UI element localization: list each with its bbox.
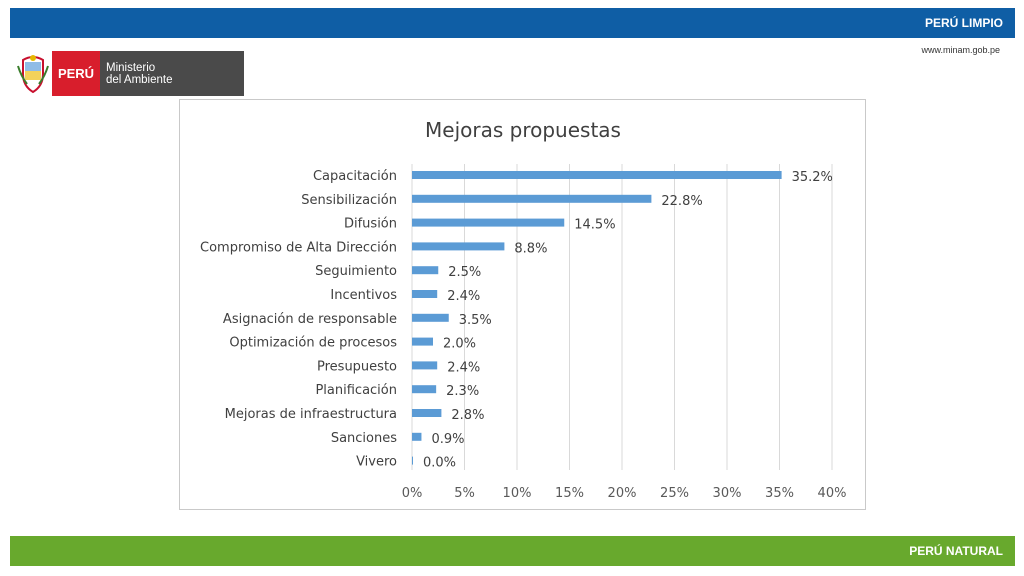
- category-label: Vivero: [356, 455, 397, 470]
- x-tick-label: 15%: [555, 486, 584, 501]
- data-label: 2.3%: [446, 384, 479, 399]
- chart-container: Mejoras propuestas Capacitación Sensibili…: [179, 99, 866, 510]
- category-label: Mejoras de infraestructura: [225, 407, 397, 422]
- data-label: 35.2%: [792, 170, 833, 185]
- gridlines: [411, 164, 833, 470]
- x-tick-label: 10%: [503, 486, 532, 501]
- x-tick-label: 40%: [818, 486, 847, 501]
- data-label: 22.8%: [661, 194, 702, 209]
- bar: [412, 242, 505, 251]
- bar: [412, 194, 652, 203]
- category-labels: Capacitación Sensibilización Difusión Compr…: [200, 169, 397, 470]
- bottom-banner-title: PERÚ NATURAL: [909, 544, 1003, 558]
- ministry-logo: PERÚ Ministerio del Ambiente: [14, 51, 244, 96]
- bar: [412, 456, 413, 465]
- bar: [412, 361, 438, 370]
- category-label: Incentivos: [330, 288, 397, 303]
- bar: [412, 266, 439, 275]
- bars: [412, 171, 782, 465]
- x-tick-label: 35%: [765, 486, 794, 501]
- data-label: 14.5%: [574, 218, 615, 233]
- bottom-banner: PERÚ NATURAL: [10, 536, 1015, 566]
- ministry-name: Ministerio del Ambiente: [100, 51, 244, 96]
- category-label: Sensibilización: [301, 193, 397, 208]
- x-tick-label: 25%: [660, 486, 689, 501]
- x-tick-label: 20%: [608, 486, 637, 501]
- ministry-line-1: Ministerio: [106, 61, 156, 74]
- data-label: 2.4%: [447, 289, 480, 304]
- data-label: 2.0%: [443, 337, 476, 352]
- x-tick-label: 5%: [454, 486, 475, 501]
- category-label: Planificación: [315, 383, 397, 398]
- coat-of-arms-icon: [14, 51, 52, 96]
- category-label: Capacitación: [313, 169, 397, 184]
- x-tick-label: 30%: [713, 486, 742, 501]
- x-tick-labels: 0% 5% 10% 15% 20% 25% 30% 35% 40%: [402, 486, 847, 501]
- x-tick-label: 0%: [402, 486, 423, 501]
- data-label: 3.5%: [459, 313, 492, 328]
- chart-title: Mejoras propuestas: [425, 118, 621, 142]
- category-label: Compromiso de Alta Dirección: [200, 240, 397, 255]
- category-label: Presupuesto: [317, 359, 397, 374]
- bar: [412, 218, 565, 227]
- bar: [412, 409, 442, 417]
- bar: [412, 171, 782, 179]
- data-label: 0.0%: [423, 456, 456, 471]
- category-label: Seguimiento: [315, 264, 397, 279]
- bar-chart: Mejoras propuestas Capacitación Sensibili…: [200, 118, 847, 501]
- top-banner-title: PERÚ LIMPIO: [924, 16, 1003, 30]
- data-label: 2.8%: [451, 408, 484, 423]
- category-label: Asignación de responsable: [223, 312, 397, 327]
- website-url: www.minam.gob.pe: [921, 45, 1000, 55]
- category-label: Optimización de procesos: [229, 336, 397, 351]
- top-banner: PERÚ LIMPIO: [10, 8, 1015, 38]
- bar: [412, 337, 433, 346]
- bar: [412, 290, 438, 298]
- bar: [412, 313, 449, 322]
- category-label: Sanciones: [331, 431, 397, 446]
- data-label: 2.4%: [447, 360, 480, 375]
- peru-label: PERÚ: [52, 51, 100, 96]
- data-label: 8.8%: [514, 241, 547, 256]
- data-labels: 35.2% 22.8% 14.5% 8.8% 2.5% 2.4% 3.5% 2.0% 2.4% 2…: [423, 170, 833, 471]
- bar: [412, 432, 422, 441]
- data-label: 0.9%: [431, 432, 464, 447]
- data-label: 2.5%: [448, 265, 481, 280]
- ministry-line-2: del Ambiente: [106, 73, 173, 86]
- bar: [412, 385, 437, 394]
- category-label: Difusión: [344, 217, 397, 232]
